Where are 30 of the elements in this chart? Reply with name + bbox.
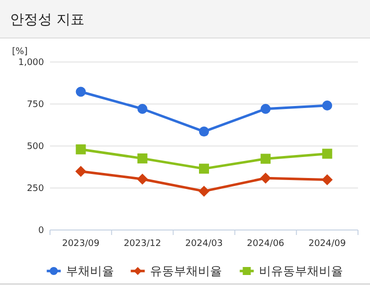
point: [199, 164, 209, 174]
x-tick-label: 2023/09: [62, 239, 100, 249]
chart-title: 안정성 지표: [10, 12, 84, 28]
point: [137, 153, 148, 164]
point: [137, 104, 148, 114]
y-tick-label: 500: [26, 142, 44, 152]
point: [260, 172, 272, 184]
y-tick-label: 250: [26, 184, 44, 194]
point: [76, 144, 86, 154]
point: [322, 100, 332, 111]
point: [322, 148, 332, 159]
point: [136, 174, 148, 185]
point: [199, 126, 209, 137]
y-tick-label: 750: [26, 100, 44, 110]
point: [260, 104, 271, 114]
legend-label: 유동부채비율: [150, 264, 222, 278]
point: [322, 174, 333, 186]
x-tick-label: 2024/06: [246, 239, 285, 249]
y-tick-label: 1,000: [18, 58, 44, 68]
x-tick-label: 2024/03: [185, 239, 223, 249]
point: [75, 166, 86, 177]
y-axis-title: [%]: [12, 47, 28, 57]
x-tick-label: 2023/12: [124, 239, 162, 249]
legend-label: 비유동부채비율: [258, 264, 343, 278]
point: [76, 86, 86, 97]
point: [198, 186, 210, 197]
legend-label: 부채비율: [66, 264, 114, 278]
point: [260, 154, 271, 164]
x-tick-label: 2024/09: [308, 239, 346, 249]
y-tick-label: 0: [38, 226, 44, 236]
